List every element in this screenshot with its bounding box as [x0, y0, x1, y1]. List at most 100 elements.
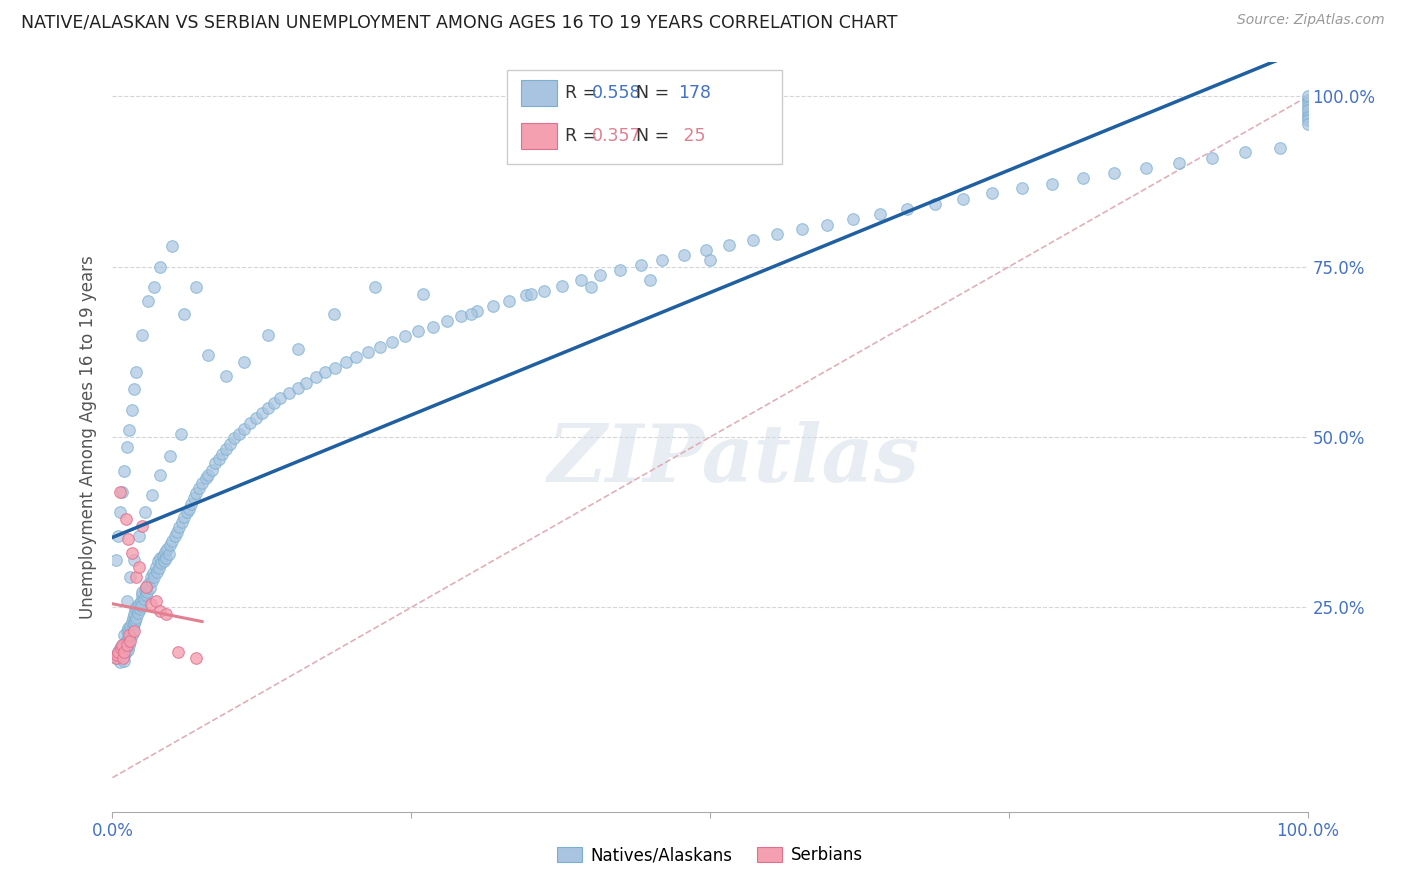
Point [149, 467, 172, 482]
Point [981, 186, 1004, 201]
Point [173, 308, 195, 322]
Point [766, 227, 789, 241]
Point [180, 497, 202, 511]
Text: 178: 178 [679, 84, 711, 102]
Point [122, 624, 145, 639]
Point [896, 202, 918, 216]
Point [176, 505, 198, 519]
Text: 0.357: 0.357 [592, 128, 641, 145]
Point [117, 631, 139, 645]
Point [422, 319, 444, 334]
Point [117, 621, 139, 635]
Point [114, 634, 136, 648]
Point [120, 631, 142, 645]
Point [515, 288, 537, 302]
Point [842, 212, 865, 227]
Point [135, 580, 157, 594]
Point [121, 546, 143, 560]
Text: N =: N = [637, 84, 675, 102]
Point [869, 207, 891, 221]
Point [159, 449, 181, 463]
Point [460, 308, 482, 322]
Point [245, 411, 267, 425]
Point [215, 442, 238, 457]
Point [125, 365, 148, 379]
Point [125, 600, 148, 615]
Point [118, 423, 141, 437]
Point [138, 582, 160, 596]
Point [191, 476, 214, 491]
Point [146, 554, 169, 568]
Point [790, 222, 813, 236]
Point [139, 597, 162, 611]
Point [122, 383, 145, 397]
Point [305, 370, 328, 384]
Point [239, 417, 262, 431]
Point [153, 554, 176, 568]
Point [187, 481, 209, 495]
Point [145, 565, 167, 579]
Point [150, 556, 173, 570]
Point [465, 304, 488, 318]
Point [155, 551, 177, 566]
Point [139, 570, 162, 584]
Point [125, 610, 148, 624]
Point [579, 280, 602, 294]
Point [335, 355, 357, 369]
Text: N =: N = [637, 128, 675, 145]
Point [233, 422, 256, 436]
Point [1268, 140, 1291, 154]
Point [287, 381, 309, 395]
Point [551, 278, 574, 293]
Point [177, 501, 200, 516]
Point [111, 484, 134, 499]
Point [157, 547, 180, 561]
Point [269, 391, 291, 405]
FancyBboxPatch shape [508, 70, 782, 163]
Point [167, 645, 190, 659]
Point [129, 599, 152, 613]
Point [148, 561, 170, 575]
Point [107, 651, 129, 665]
Point [186, 486, 208, 500]
Point [408, 325, 430, 339]
Point [114, 638, 135, 652]
Point [589, 268, 612, 282]
Point [135, 588, 157, 602]
Point [436, 314, 458, 328]
Point [163, 529, 186, 543]
Point [122, 552, 145, 566]
Point [364, 280, 387, 294]
Point [131, 588, 153, 602]
Point [110, 642, 132, 657]
Point [107, 645, 129, 659]
Point [159, 538, 181, 552]
Point [118, 624, 141, 639]
Point [263, 396, 285, 410]
Point [1135, 161, 1157, 175]
Point [122, 607, 145, 622]
Text: 25: 25 [679, 128, 706, 145]
Point [233, 355, 256, 369]
Point [1296, 113, 1319, 128]
Point [197, 467, 219, 482]
Point [924, 197, 946, 211]
Point [170, 515, 193, 529]
Point [117, 642, 139, 657]
Point [125, 570, 148, 584]
Point [138, 293, 160, 308]
Point [323, 360, 346, 375]
FancyBboxPatch shape [522, 123, 557, 150]
Point [105, 648, 128, 662]
Text: NATIVE/ALASKAN VS SERBIAN UNEMPLOYMENT AMONG AGES 16 TO 19 YEARS CORRELATION CHA: NATIVE/ALASKAN VS SERBIAN UNEMPLOYMENT A… [21, 13, 897, 31]
Point [114, 653, 135, 667]
Point [143, 570, 166, 584]
Point [394, 329, 416, 343]
Point [322, 308, 344, 322]
Point [111, 638, 134, 652]
Point [381, 334, 404, 349]
Point [118, 627, 141, 641]
Point [211, 447, 233, 461]
Point [204, 456, 226, 470]
Point [114, 627, 135, 641]
